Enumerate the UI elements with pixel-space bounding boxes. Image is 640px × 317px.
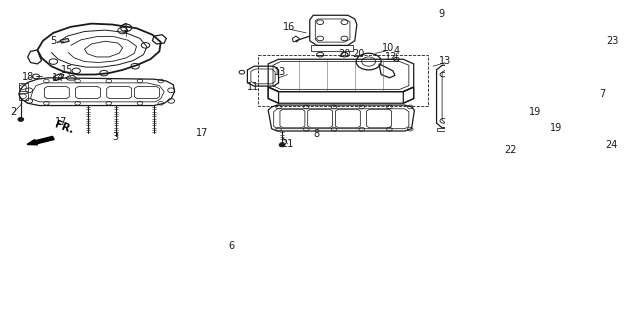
- Text: 17: 17: [55, 117, 67, 127]
- Text: 2: 2: [11, 107, 17, 118]
- Text: 20: 20: [338, 49, 351, 59]
- Circle shape: [18, 118, 24, 121]
- Circle shape: [467, 149, 472, 153]
- Text: 8: 8: [314, 129, 320, 139]
- Circle shape: [486, 149, 492, 153]
- Circle shape: [279, 143, 285, 147]
- Text: 13: 13: [440, 56, 452, 66]
- FancyArrow shape: [27, 136, 54, 145]
- Circle shape: [447, 149, 453, 153]
- Text: 23: 23: [606, 36, 619, 46]
- Polygon shape: [60, 38, 69, 43]
- Text: 1: 1: [123, 23, 129, 33]
- Text: 10: 10: [382, 43, 394, 53]
- Text: 18: 18: [22, 72, 34, 82]
- Text: 11: 11: [247, 82, 259, 92]
- Text: 6: 6: [228, 241, 234, 251]
- Text: 7: 7: [599, 89, 605, 99]
- Text: 22: 22: [504, 145, 517, 154]
- Text: 16: 16: [283, 22, 295, 32]
- Text: 9: 9: [438, 9, 444, 19]
- Text: 17: 17: [196, 128, 209, 138]
- Text: 21: 21: [282, 139, 294, 148]
- Text: 24: 24: [605, 140, 618, 150]
- Text: 15: 15: [61, 65, 74, 75]
- Text: 5: 5: [50, 36, 56, 46]
- Text: 19: 19: [550, 123, 562, 133]
- Text: 13: 13: [274, 67, 286, 77]
- Text: 19: 19: [529, 107, 541, 117]
- Text: FR.: FR.: [53, 120, 75, 136]
- Text: 3: 3: [113, 132, 119, 142]
- Text: 20: 20: [352, 49, 364, 59]
- Text: 14: 14: [52, 73, 65, 83]
- Text: 4: 4: [394, 46, 399, 56]
- Text: 12: 12: [385, 52, 397, 62]
